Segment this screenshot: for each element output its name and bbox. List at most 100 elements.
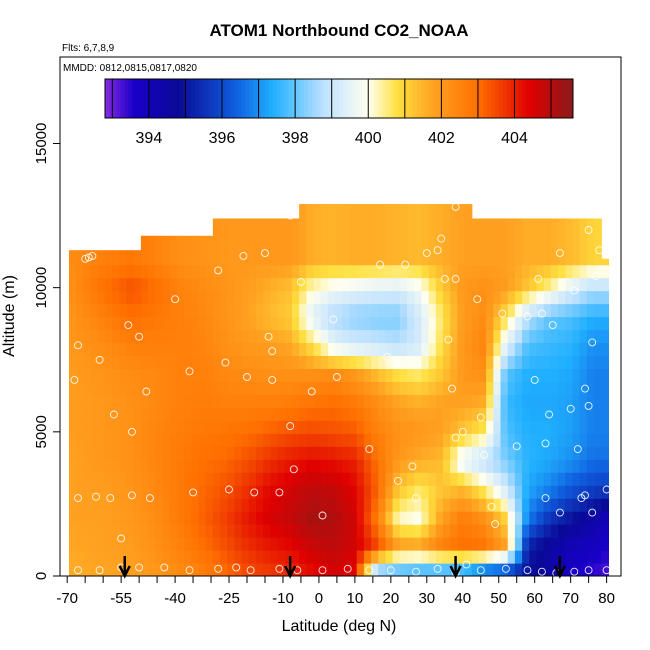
field-cell (572, 355, 581, 369)
field-cell (486, 394, 494, 408)
field-cell (277, 368, 286, 382)
x-axis-title: Latitude (deg N) (282, 618, 397, 635)
field-cell (565, 459, 574, 473)
field-cell (263, 498, 271, 512)
field-cell (112, 250, 120, 253)
colorbar-segment (491, 79, 496, 118)
field-cell (255, 407, 264, 421)
field-cell (522, 472, 530, 486)
field-cell (270, 550, 279, 564)
field-cell (76, 537, 84, 551)
field-cell (291, 329, 300, 344)
field-cell (457, 394, 466, 408)
field-cell (550, 394, 559, 408)
field-cell (522, 394, 530, 408)
field-cell (349, 524, 358, 538)
colorbar-segment (553, 79, 558, 118)
field-cell (464, 472, 473, 486)
field-cell (270, 277, 279, 292)
field-cell (428, 264, 437, 279)
field-cell (83, 251, 92, 266)
field-cell (507, 550, 516, 564)
field-cell (399, 472, 408, 486)
field-cell (227, 524, 236, 538)
sample-marker (599, 266, 607, 275)
x-tick-label: -25 (218, 590, 240, 607)
field-cell (464, 446, 473, 460)
sample-marker (225, 485, 233, 494)
field-cell (220, 563, 228, 576)
field-cell (191, 342, 200, 357)
colorbar-segment (405, 79, 410, 118)
field-cell (220, 342, 228, 357)
sample-marker (74, 341, 82, 350)
field-cell (399, 316, 408, 331)
field-cell (579, 329, 588, 344)
field-cell (471, 563, 480, 576)
field-cell (342, 303, 351, 318)
field-cell (306, 394, 315, 408)
field-cell (284, 394, 293, 408)
field-cell (76, 563, 84, 576)
field-cell (594, 368, 602, 382)
field-cell (486, 511, 494, 525)
field-cell (335, 277, 343, 292)
field-cell (148, 459, 156, 473)
field-cell (212, 238, 221, 253)
field-cell (68, 394, 77, 408)
colorbar-segment (420, 79, 426, 118)
field-cell (299, 459, 307, 473)
field-cell (97, 251, 106, 266)
field-cell (270, 316, 279, 331)
field-cell (428, 446, 437, 460)
field-cell (306, 524, 315, 538)
field-cell (594, 446, 602, 460)
field-cell (112, 251, 120, 266)
field-cell (493, 550, 502, 564)
field-cell (306, 550, 315, 564)
field-cell (68, 250, 77, 253)
field-cell (198, 316, 207, 331)
field-cell (471, 420, 480, 434)
field-cell (320, 485, 329, 499)
field-cell (471, 368, 480, 382)
field-cell (493, 368, 502, 382)
field-cell (565, 381, 574, 395)
field-cell (558, 485, 566, 499)
colorbar-segment (210, 79, 215, 118)
field-cell (263, 472, 271, 486)
field-cell (594, 433, 602, 447)
field-cell (522, 218, 530, 227)
field-cell (104, 394, 113, 408)
field-cell (363, 524, 372, 538)
field-cell (212, 303, 221, 318)
colorbar-segment (479, 79, 484, 118)
field-cell (97, 550, 106, 564)
field-cell (486, 342, 494, 357)
field-cell (414, 329, 423, 344)
field-cell (536, 251, 545, 266)
field-cell (471, 355, 480, 369)
field-cell (442, 407, 451, 421)
sample-marker (581, 491, 589, 500)
field-cell (450, 394, 458, 408)
field-cell (514, 407, 523, 421)
field-cell (335, 485, 343, 499)
field-cell (299, 381, 307, 395)
field-cell (586, 394, 595, 408)
field-cell (263, 329, 271, 344)
field-cell (565, 485, 574, 499)
field-cell (133, 498, 142, 512)
field-cell (119, 563, 128, 576)
field-cell (464, 381, 473, 395)
field-cell (478, 225, 487, 240)
field-cell (306, 485, 315, 499)
field-cell (399, 485, 408, 499)
field-cell (104, 498, 113, 512)
field-cell (241, 381, 250, 395)
field-cell (594, 485, 602, 499)
field-cell (83, 355, 92, 369)
x-tick-label: -70 (56, 590, 78, 607)
field-cell (565, 472, 574, 486)
field-cell (442, 433, 451, 447)
